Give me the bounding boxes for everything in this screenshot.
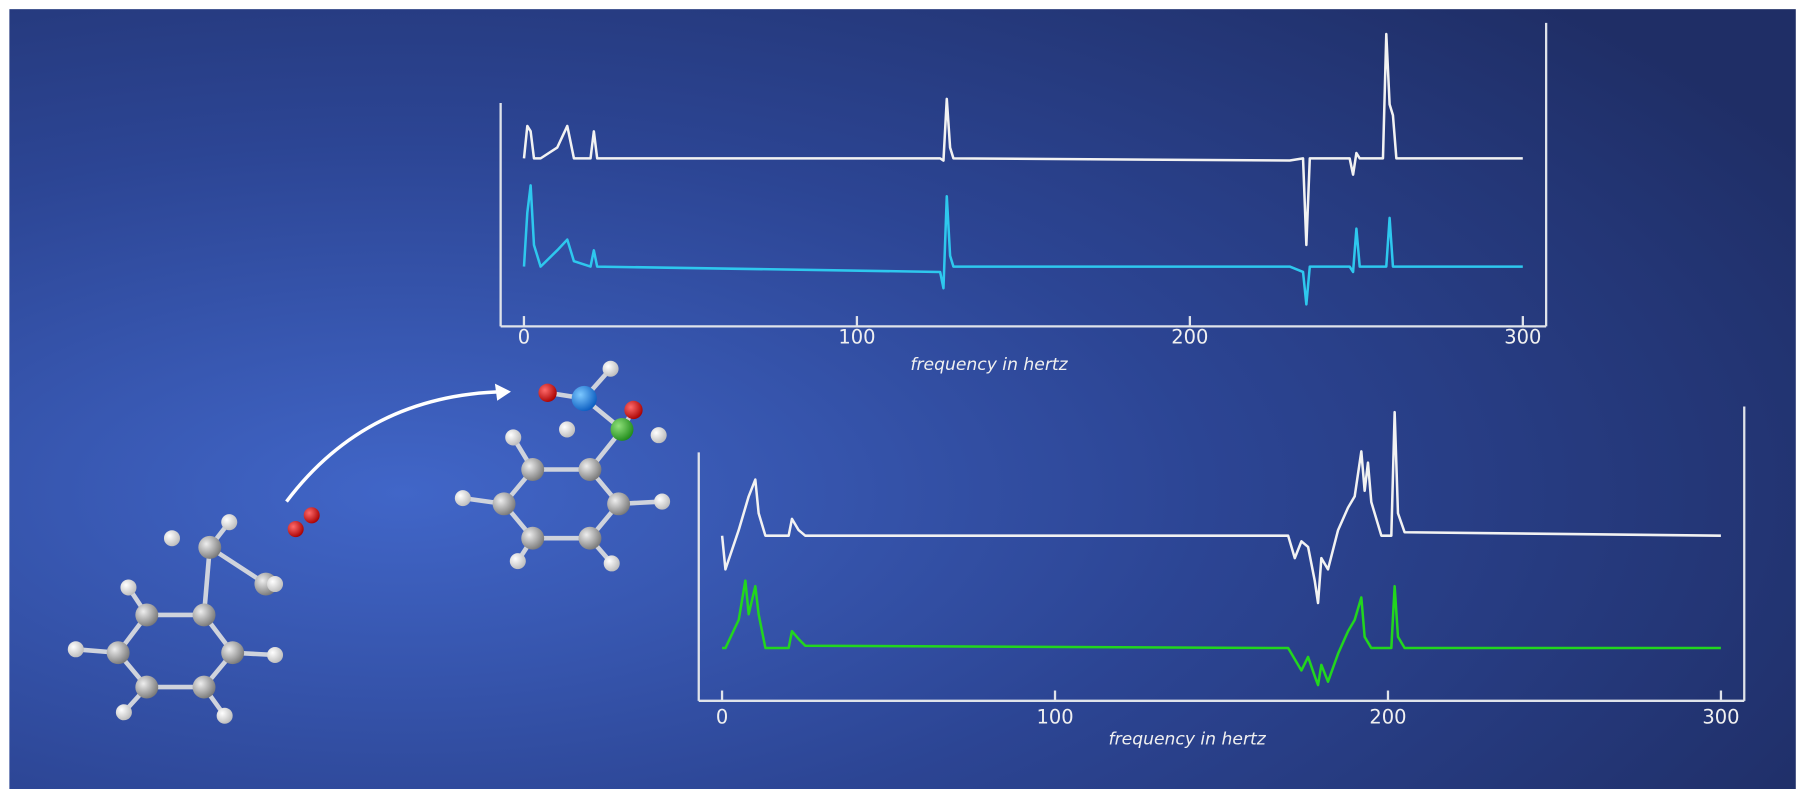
x-tick-label: 300 [1702,706,1739,729]
x-tick-label: 100 [838,326,875,349]
page: 0 100 200 300 frequency in hertz 0 100 200 300 fr… [0,0,1796,789]
background [9,9,1795,789]
x-tick-label: 200 [1171,326,1208,349]
x-tick-label: 100 [1036,706,1073,729]
scene: 0 100 200 300 frequency in hertz 0 100 200 300 fr… [0,0,1796,789]
x-tick-label: 300 [1504,326,1541,349]
x-axis-label: frequency in hertz [1109,729,1267,749]
x-tick-label: 0 [716,706,728,729]
x-tick-label: 0 [518,326,530,349]
x-axis-label: frequency in hertz [910,355,1068,375]
x-tick-label: 200 [1369,706,1406,729]
